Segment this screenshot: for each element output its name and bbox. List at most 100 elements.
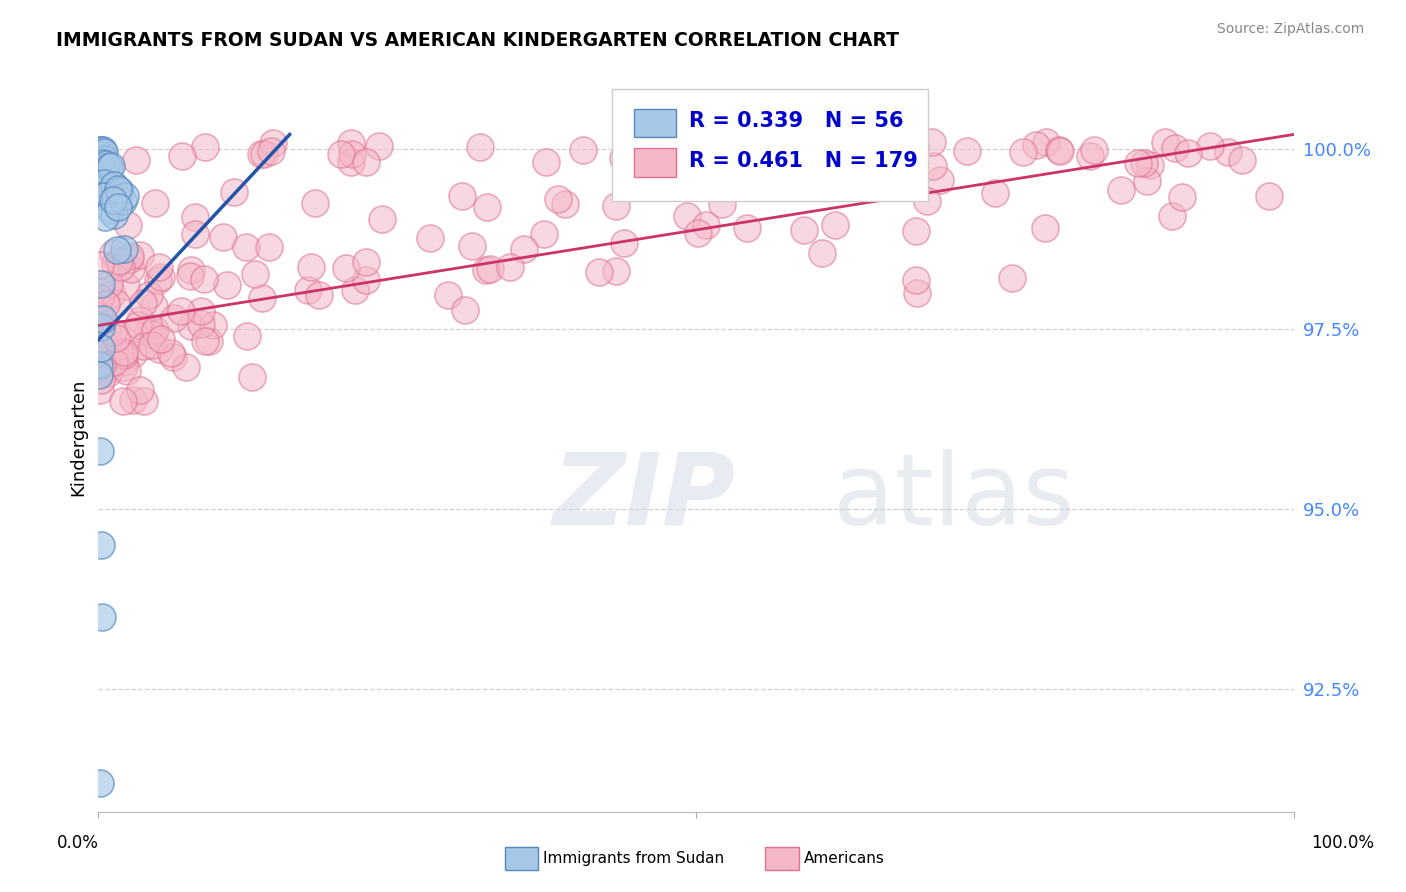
Point xyxy=(499,260,522,274)
Point xyxy=(112,344,135,359)
Point xyxy=(98,202,121,217)
Point xyxy=(793,222,815,236)
Point xyxy=(862,142,884,156)
Point xyxy=(250,291,273,305)
Point xyxy=(143,299,166,313)
Point xyxy=(89,309,111,323)
Point xyxy=(330,147,353,161)
Point xyxy=(89,154,111,169)
Point xyxy=(91,326,114,341)
Point xyxy=(915,194,938,209)
Point xyxy=(884,146,907,161)
Point xyxy=(103,355,125,369)
Point xyxy=(94,156,117,170)
Point xyxy=(97,367,120,381)
Point xyxy=(605,198,627,212)
Point xyxy=(118,249,141,263)
Point xyxy=(90,277,112,291)
Point xyxy=(163,311,186,326)
Point xyxy=(131,295,153,310)
Point xyxy=(89,149,111,163)
Point xyxy=(260,144,283,158)
Point xyxy=(143,196,166,211)
Point xyxy=(868,150,890,164)
Point xyxy=(1128,155,1150,169)
Point xyxy=(111,194,134,208)
Point xyxy=(148,342,170,356)
Point xyxy=(1230,153,1253,167)
Point xyxy=(1139,158,1161,172)
Point xyxy=(91,610,114,624)
Point xyxy=(90,341,112,355)
Point xyxy=(90,358,112,372)
Point xyxy=(98,277,121,292)
Point xyxy=(343,283,366,297)
Point xyxy=(1035,135,1057,149)
Point xyxy=(212,230,235,244)
Point xyxy=(354,273,377,287)
Point xyxy=(111,394,134,409)
Point xyxy=(612,151,634,165)
Point xyxy=(194,140,217,154)
Point xyxy=(90,151,112,165)
Point xyxy=(89,776,111,790)
Point xyxy=(94,160,117,174)
Point xyxy=(450,189,472,203)
Point xyxy=(825,135,848,149)
Point xyxy=(101,245,124,260)
Text: Americans: Americans xyxy=(804,851,886,865)
Point xyxy=(741,141,763,155)
Text: Immigrants from Sudan: Immigrants from Sudan xyxy=(543,851,724,865)
Point xyxy=(121,392,143,407)
Point xyxy=(1218,145,1240,159)
Point xyxy=(93,176,115,190)
Point xyxy=(89,444,111,458)
Point xyxy=(824,219,846,233)
Point xyxy=(103,178,125,192)
Point xyxy=(138,288,160,302)
Point xyxy=(122,346,145,360)
Point xyxy=(108,254,131,268)
Point xyxy=(1049,143,1071,157)
Point xyxy=(706,143,728,157)
Point xyxy=(180,263,202,277)
Point xyxy=(112,359,135,374)
Point xyxy=(179,269,201,284)
Point xyxy=(87,147,110,161)
Point xyxy=(89,358,111,372)
Text: 0.0%: 0.0% xyxy=(56,834,98,852)
Point xyxy=(143,323,166,337)
Point xyxy=(129,313,152,327)
Point xyxy=(903,135,925,149)
Point xyxy=(90,148,112,162)
Point xyxy=(98,160,121,174)
Point xyxy=(675,209,697,223)
Point xyxy=(149,270,172,285)
Point xyxy=(105,295,128,310)
Point xyxy=(534,155,557,169)
Point xyxy=(652,149,675,163)
Point xyxy=(114,242,136,256)
Point xyxy=(1011,145,1033,160)
Point xyxy=(136,324,159,338)
Point xyxy=(110,260,132,274)
Point xyxy=(142,327,165,342)
Point xyxy=(91,177,114,191)
Point xyxy=(103,208,125,222)
Point xyxy=(1049,144,1071,158)
Point xyxy=(696,150,718,164)
Point xyxy=(90,147,112,161)
Point xyxy=(104,195,127,210)
Point xyxy=(554,197,576,211)
Point xyxy=(436,287,458,301)
Point xyxy=(197,334,219,348)
Point xyxy=(89,167,111,181)
Point xyxy=(190,318,212,332)
Point xyxy=(150,332,173,346)
Text: R = 0.461   N = 179: R = 0.461 N = 179 xyxy=(689,151,918,170)
Point xyxy=(367,138,389,153)
Point xyxy=(94,172,117,186)
Point xyxy=(184,227,207,241)
Point xyxy=(1258,189,1281,203)
Point xyxy=(340,155,363,169)
